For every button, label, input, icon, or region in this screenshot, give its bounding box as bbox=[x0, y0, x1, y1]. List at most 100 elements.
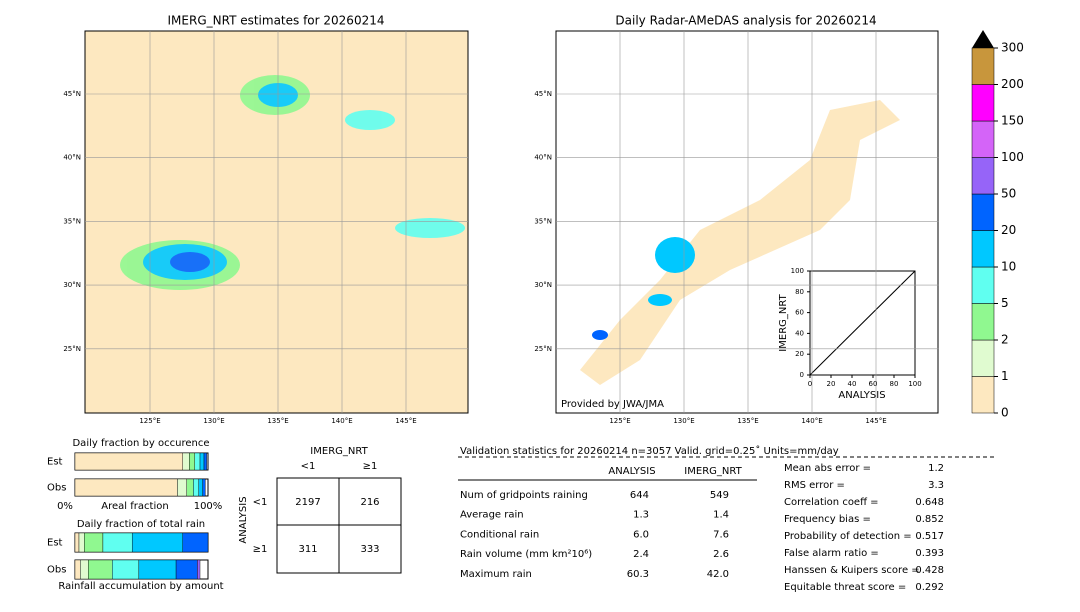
cell: 60.3 bbox=[627, 569, 649, 580]
fraction-segment bbox=[74, 559, 81, 580]
axis-label: Areal fraction bbox=[101, 501, 168, 512]
y-tick-label: 40 bbox=[795, 329, 804, 337]
cell: 2.6 bbox=[713, 549, 729, 560]
score-value: 0.428 bbox=[915, 565, 944, 576]
diagonal bbox=[809, 270, 916, 376]
lat-label: 40°N bbox=[534, 154, 552, 162]
rain-field bbox=[120, 75, 465, 290]
fraction-segment bbox=[74, 532, 80, 553]
lat-label: 40°N bbox=[63, 154, 81, 162]
lat-label: 25°N bbox=[534, 345, 552, 353]
row-label: Obs bbox=[47, 565, 66, 576]
cell: 2197 bbox=[295, 497, 320, 508]
colorbar-segment bbox=[971, 230, 995, 268]
fraction-segment bbox=[84, 532, 104, 553]
lat-label: 25°N bbox=[63, 345, 81, 353]
row-label: <1 bbox=[253, 497, 268, 508]
lon-label: 145°E bbox=[865, 417, 886, 425]
fraction-segment bbox=[80, 559, 89, 580]
colorbar-label: 0 bbox=[1001, 406, 1009, 420]
fraction-segment bbox=[199, 452, 205, 471]
cell: 644 bbox=[630, 490, 649, 501]
fraction-segment bbox=[177, 478, 187, 497]
colorbar-label: 50 bbox=[1001, 187, 1016, 201]
column-label: ≥1 bbox=[363, 461, 378, 472]
fraction-segment bbox=[138, 559, 177, 580]
colorbar-segment bbox=[971, 303, 995, 341]
lat-label: 45°N bbox=[63, 90, 81, 98]
cell: 549 bbox=[710, 490, 729, 501]
lon-label: 135°E bbox=[737, 417, 758, 425]
colorbar-segment bbox=[971, 266, 995, 304]
row-label: Est bbox=[47, 538, 63, 549]
fraction-segment bbox=[182, 532, 209, 553]
x-tick-label: 80 bbox=[890, 380, 899, 388]
score-label: Correlation coeff = bbox=[784, 497, 879, 508]
lon-label: 140°E bbox=[331, 417, 352, 425]
score-value: 0.852 bbox=[915, 514, 944, 525]
score-value: 3.3 bbox=[928, 480, 944, 491]
score-label: Mean abs error = bbox=[784, 463, 871, 474]
fraction-segment bbox=[182, 452, 190, 471]
colorbar-label: 5 bbox=[1001, 296, 1009, 310]
cell: 6.0 bbox=[633, 529, 649, 540]
map-title: IMERG_NRT estimates for 20260214 bbox=[168, 14, 385, 28]
column-header: IMERG_NRT bbox=[684, 466, 742, 477]
cell: 2.4 bbox=[633, 549, 649, 560]
column-header: ANALYSIS bbox=[608, 466, 655, 477]
cell: 311 bbox=[298, 544, 317, 555]
cell: 1.4 bbox=[713, 510, 729, 521]
score-label: Frequency bias = bbox=[784, 514, 871, 525]
analysis-field bbox=[580, 100, 900, 385]
map-frame bbox=[84, 30, 469, 414]
row-label: Est bbox=[47, 457, 63, 468]
map-title: Daily Radar-AMeDAS analysis for 20260214 bbox=[615, 14, 876, 28]
lat-label: 45°N bbox=[534, 90, 552, 98]
cell: 216 bbox=[360, 497, 379, 508]
lon-label: 125°E bbox=[139, 417, 160, 425]
colorbar-label: 2 bbox=[1001, 333, 1009, 347]
fraction-segment bbox=[175, 559, 198, 580]
colorbar-segment bbox=[971, 339, 995, 377]
score-value: 1.2 bbox=[928, 463, 944, 474]
fraction-segment bbox=[88, 559, 113, 580]
fraction-segment bbox=[194, 452, 201, 471]
cell: 1.3 bbox=[633, 510, 649, 521]
row-label: Obs bbox=[47, 483, 66, 494]
colorbar-label: 10 bbox=[1001, 260, 1016, 274]
row-label: Conditional rain bbox=[460, 529, 539, 540]
lon-label: 130°E bbox=[203, 417, 224, 425]
x-tick-label: 0 bbox=[808, 380, 812, 388]
row-label: Rain volume (mm km²10⁶) bbox=[460, 549, 592, 560]
fraction-segment bbox=[193, 478, 199, 497]
column-title: IMERG_NRT bbox=[310, 446, 368, 457]
panel-title: Daily fraction of total rain bbox=[77, 519, 205, 530]
y-tick-label: 100 bbox=[791, 267, 804, 275]
score-label: Hanssen & Kuipers score = bbox=[784, 565, 920, 576]
column-label: <1 bbox=[301, 461, 316, 472]
colorbar-extension bbox=[972, 30, 994, 48]
lon-label: 145°E bbox=[395, 417, 416, 425]
colorbar-segment bbox=[971, 193, 995, 231]
axis-label: Rainfall accumulation by amount bbox=[58, 581, 223, 592]
score-value: 0.517 bbox=[915, 531, 944, 542]
axis-label: 0% bbox=[57, 501, 73, 512]
colorbar-label: 150 bbox=[1001, 114, 1024, 128]
cell: 7.6 bbox=[713, 529, 729, 540]
score-label: Equitable threat score = bbox=[784, 582, 906, 593]
fraction-segment bbox=[203, 452, 207, 471]
cell: 333 bbox=[360, 544, 379, 555]
score-value: 0.292 bbox=[915, 582, 944, 593]
score-label: Probability of detection = bbox=[784, 531, 912, 542]
fraction-segment bbox=[186, 478, 194, 497]
lon-label: 130°E bbox=[673, 417, 694, 425]
colorbar-label: 20 bbox=[1001, 223, 1016, 237]
y-tick-label: 80 bbox=[795, 288, 804, 296]
row-label: Average rain bbox=[460, 510, 524, 521]
y-tick-label: 0 bbox=[800, 371, 804, 379]
x-tick-label: 20 bbox=[827, 380, 836, 388]
credit: Provided by JWA/JMA bbox=[561, 399, 664, 410]
colorbar-label: 1 bbox=[1001, 369, 1009, 383]
lat-label: 30°N bbox=[534, 281, 552, 289]
